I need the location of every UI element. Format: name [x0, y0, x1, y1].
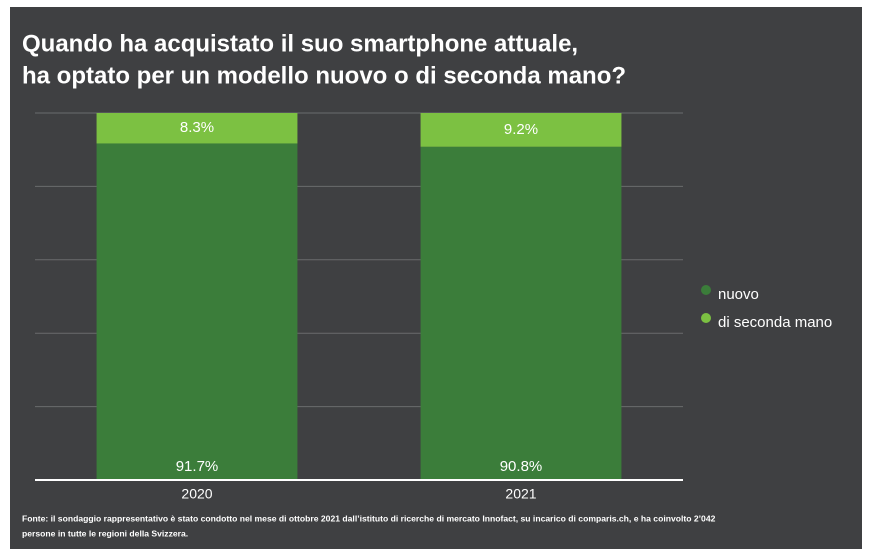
x-tick-label: 2021: [505, 486, 536, 502]
source-line: Fonte: il sondaggio rappresentativo è st…: [22, 513, 716, 523]
legend-marker: [701, 285, 711, 295]
legend-marker: [701, 313, 711, 323]
value-label: 8.3%: [180, 119, 214, 136]
value-label: 91.7%: [176, 458, 219, 475]
bar-segment: [420, 146, 622, 480]
chart-title-line: Quando ha acquistato il suo smartphone a…: [22, 30, 578, 57]
legend-label: di seconda mano: [718, 314, 832, 331]
legend-label: nuovo: [718, 286, 759, 303]
value-label: 9.2%: [504, 121, 538, 138]
bar-segment: [96, 113, 298, 144]
source-line: persone in tutte le regioni della Svizze…: [22, 528, 188, 538]
value-label: 90.8%: [500, 458, 543, 475]
chart-title-line: ha optato per un modello nuovo o di seco…: [22, 62, 626, 89]
bar-segment: [96, 143, 298, 480]
x-tick-label: 2020: [181, 486, 212, 502]
bar-segment: [420, 113, 622, 147]
